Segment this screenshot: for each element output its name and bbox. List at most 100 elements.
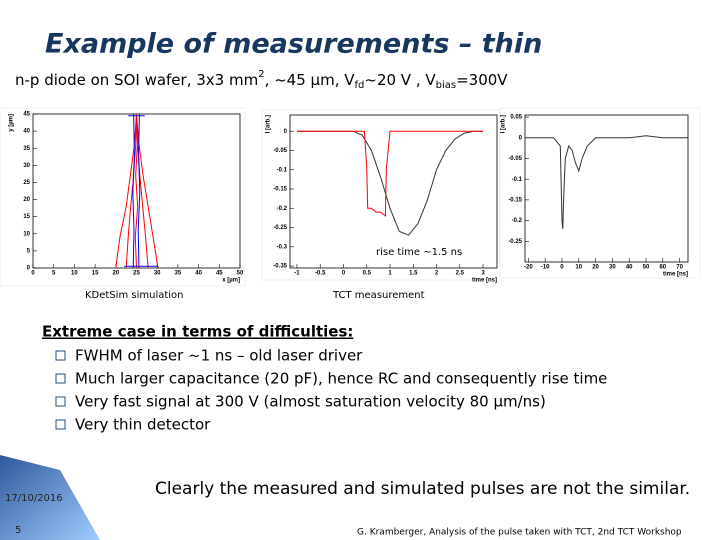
bullet-box: [55, 396, 66, 407]
bullet-box: [55, 350, 66, 361]
x-tick-label: 10: [71, 271, 78, 277]
caption: KDetSim simulation: [85, 290, 184, 301]
subtitle-sub: fd: [355, 80, 365, 91]
subtitle-sub: bias: [436, 80, 456, 91]
x-tick-label: 10: [575, 265, 582, 271]
subtitle-sup: 2: [258, 69, 264, 80]
x-axis-label: time [ns]: [663, 272, 688, 278]
subtitle-part: =300V: [456, 71, 508, 89]
y-tick-label: 45: [23, 112, 30, 118]
x-tick-label: 40: [195, 271, 202, 277]
x-tick-label: 0.5: [363, 271, 372, 277]
title: Example of measurements – thin: [45, 29, 542, 60]
x-tick-label: 2: [435, 271, 439, 277]
data-line: [297, 130, 483, 218]
x-tick-label: 30: [154, 271, 161, 277]
date: 17/10/2016: [5, 493, 63, 504]
data-line: [137, 113, 141, 269]
y-tick-label: 0.05: [510, 115, 522, 121]
x-tick-label: 40: [626, 265, 633, 271]
y-tick-label: 30: [23, 163, 30, 169]
y-tick-label: -0.15: [273, 187, 287, 193]
x-tick-label: 30: [609, 265, 616, 271]
plot-area: [524, 114, 689, 263]
y-tick-label: -0.3: [277, 244, 288, 250]
x-tick-label: 0: [560, 265, 564, 271]
x-tick-label: 3: [481, 271, 485, 277]
x-tick-label: -20: [524, 265, 533, 271]
x-tick-label: 1.5: [409, 271, 418, 277]
x-tick-label: 50: [643, 265, 650, 271]
x-tick-label: 15: [92, 271, 99, 277]
y-tick-label: 25: [23, 180, 30, 186]
y-axis-label: I [arb.]: [501, 115, 507, 133]
page-number: 5: [15, 525, 21, 536]
plot-area: [289, 114, 498, 269]
x-tick-label: 1: [388, 271, 392, 277]
data-line: [125, 113, 137, 269]
y-tick-label: 15: [23, 214, 30, 220]
x-axis-label: time [ns]: [472, 278, 497, 284]
y-tick-label: 0: [284, 129, 288, 135]
data-line: [115, 113, 137, 269]
x-tick-label: 0: [31, 271, 35, 277]
subtitle-part: n-p diode on SOI wafer, 3x3 mm: [15, 71, 258, 89]
y-tick-label: -0.2: [277, 206, 288, 212]
y-tick-label: -0.05: [508, 156, 522, 162]
x-tick-label: 35: [175, 271, 182, 277]
y-tick-label: 10: [23, 231, 30, 237]
footer: G. Kramberger, Analysis of the pulse tak…: [357, 528, 682, 538]
bullet-box: [55, 419, 66, 430]
chart-frame: [0, 107, 246, 287]
data-line: [132, 113, 135, 269]
x-tick-label: 0: [342, 271, 346, 277]
x-tick-label: 20: [592, 265, 599, 271]
x-tick-label: 20: [112, 271, 119, 277]
x-tick-label: -10: [541, 265, 550, 271]
conclusion: Clearly the measured and simulated pulse…: [155, 479, 690, 499]
y-tick-label: -0.2: [512, 218, 523, 224]
y-tick-label: -0.1: [277, 167, 288, 173]
chart-frame: [499, 107, 701, 279]
y-axis-label: I [arb.]: [266, 115, 272, 133]
y-axis-label: y [µm]: [9, 114, 15, 132]
x-tick-label: -1: [294, 271, 300, 277]
y-tick-label: 0: [27, 266, 31, 272]
y-tick-label: 5: [27, 248, 31, 254]
bullet-text: FWHM of laser ~1 ns – old laser driver: [75, 347, 363, 365]
subtitle-part: ~20 V , V: [364, 71, 436, 89]
annotation: rise time ~1.5 ns: [376, 247, 462, 258]
y-tick-label: 20: [23, 197, 30, 203]
y-tick-label: -0.25: [508, 239, 522, 245]
bullet-text: Much larger capacitance (20 pF), hence R…: [75, 370, 607, 388]
y-tick-label: -0.05: [273, 148, 287, 154]
x-tick-label: 25: [133, 271, 140, 277]
bullets-heading: Extreme case in terms of difficulties:: [42, 323, 353, 341]
y-tick-label: 35: [23, 146, 30, 152]
x-axis-label: x [µm]: [222, 278, 240, 284]
y-tick-label: -0.1: [512, 177, 523, 183]
subtitle: n-p diode on SOI wafer, 3x3 mm2, ~45 µm,…: [15, 69, 508, 91]
bullet-text: Very thin detector: [75, 416, 211, 434]
x-tick-label: 70: [676, 265, 683, 271]
x-tick-label: 45: [216, 271, 223, 277]
bullet-text: Very fast signal at 300 V (almost satura…: [75, 393, 546, 411]
data-line: [525, 135, 688, 229]
bullet-box: [55, 373, 66, 384]
x-tick-label: 50: [237, 271, 244, 277]
y-tick-label: -0.25: [273, 225, 287, 231]
x-tick-label: 60: [659, 265, 666, 271]
bullet-list: FWHM of laser ~1 ns – old laser driver Mu…: [55, 347, 607, 434]
y-tick-label: 0: [519, 135, 523, 141]
y-tick-label: -0.35: [273, 264, 287, 270]
data-line: [136, 113, 149, 269]
decoration: [0, 455, 100, 540]
caption: TCT measurement: [332, 290, 425, 301]
x-tick-label: 2.5: [456, 271, 465, 277]
subtitle-part: , ~45 µm, V: [265, 71, 356, 89]
x-tick-label: -0.5: [315, 271, 326, 277]
x-tick-label: 5: [52, 271, 56, 277]
y-tick-label: -0.15: [508, 197, 522, 203]
